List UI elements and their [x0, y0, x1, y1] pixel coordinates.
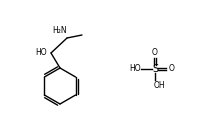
Text: O: O [168, 64, 174, 74]
Text: OH: OH [153, 81, 164, 90]
Text: HO: HO [129, 64, 141, 74]
Text: HO: HO [35, 48, 47, 57]
Text: O: O [151, 48, 157, 57]
Text: S: S [151, 64, 157, 74]
Text: H₂N: H₂N [52, 26, 67, 35]
